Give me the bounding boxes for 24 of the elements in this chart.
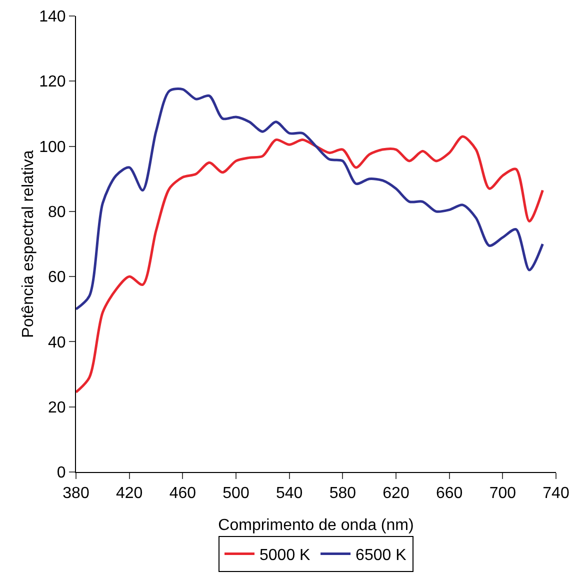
x-tick-label: 700 (489, 485, 516, 502)
y-tick-label: 0 (56, 464, 66, 482)
y-tick-label: 120 (39, 74, 66, 91)
x-tick-label: 500 (222, 485, 250, 502)
x-tick-label: 740 (542, 485, 570, 502)
y-tick-label: 80 (48, 204, 66, 222)
line-series (76, 88, 544, 310)
x-tick-label: 460 (169, 485, 196, 502)
y-tick-label: 140 (39, 8, 66, 26)
legend-label: 6500 K (356, 546, 407, 564)
y-tick-label: 20 (48, 399, 66, 416)
x-tick-label: 540 (276, 485, 303, 502)
x-axis-title: Comprimento de onda (nm) (218, 517, 414, 534)
x-tick-label: 580 (329, 485, 356, 502)
x-tick-label: 620 (382, 485, 410, 502)
line-series (76, 135, 544, 394)
x-tick-label: 380 (62, 485, 90, 502)
x-tick-label: 660 (436, 485, 463, 502)
legend-label: 5000 K (260, 546, 311, 564)
y-tick-label: 40 (48, 334, 66, 352)
y-axis-title: Potência espectral relativa (20, 150, 38, 338)
y-tick-label: 60 (48, 269, 66, 286)
x-tick-label: 420 (116, 485, 143, 502)
y-tick-label: 100 (39, 138, 66, 156)
